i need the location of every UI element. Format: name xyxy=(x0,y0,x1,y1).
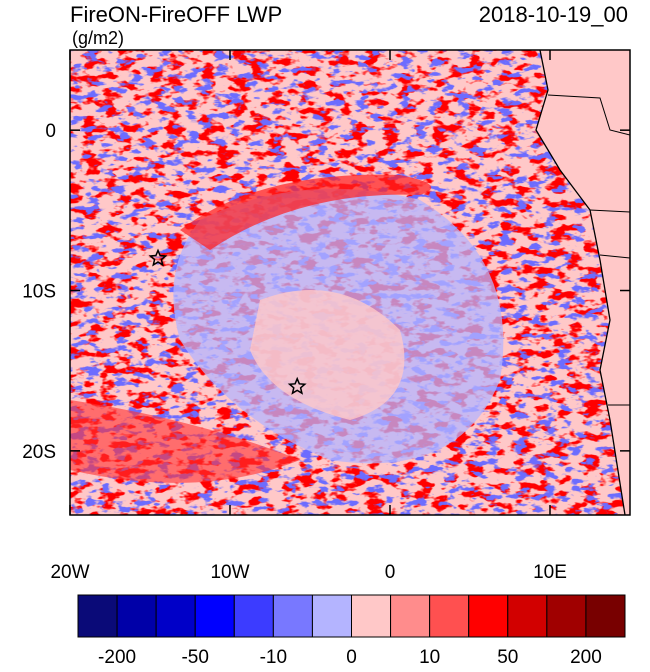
colorbar-box xyxy=(507,594,548,638)
y-tick-label: 10S xyxy=(22,282,56,303)
x-tick-label: 0 xyxy=(385,562,396,583)
colorbar-box xyxy=(194,594,235,638)
colorbar-box xyxy=(429,594,470,638)
site-marker xyxy=(287,376,307,395)
x-tick-label: 20W xyxy=(50,562,89,583)
colorbar-label: 200 xyxy=(570,647,602,667)
colorbar-box xyxy=(585,594,626,638)
colorbar-box xyxy=(546,594,587,638)
title: FireON-FireOFF LWP xyxy=(70,2,282,27)
colorbar-label: 50 xyxy=(497,647,518,667)
x-tick-label: 10W xyxy=(210,562,249,583)
field-region xyxy=(180,174,432,250)
colorbar-label: -50 xyxy=(181,647,208,667)
units: (g/m2) xyxy=(72,28,124,48)
colorbar-box xyxy=(272,594,313,638)
right-title: 2018-10-19_00 xyxy=(479,2,628,27)
y-tick-label: 20S xyxy=(22,442,56,463)
colorbar-box xyxy=(311,594,352,638)
colorbar-label: -200 xyxy=(98,647,136,667)
colorbar-label: 10 xyxy=(419,647,440,667)
field-region xyxy=(70,400,300,483)
site-marker xyxy=(148,248,168,267)
field xyxy=(70,50,630,515)
x-tick-label: 10E xyxy=(533,562,567,583)
land xyxy=(536,50,630,515)
colorbar-box xyxy=(390,594,431,638)
colorbar-box xyxy=(468,594,509,638)
field-region xyxy=(250,290,405,420)
colorbar-label: 0 xyxy=(346,647,357,667)
y-tick-label: 0 xyxy=(45,121,56,142)
colorbar-box xyxy=(155,594,196,638)
colorbar-box xyxy=(351,594,392,638)
colorbar-box xyxy=(116,594,157,638)
borders xyxy=(547,94,630,406)
map-frame xyxy=(69,49,631,516)
coastline xyxy=(535,50,626,515)
colorbar-box xyxy=(77,594,118,638)
colorbar-box xyxy=(233,594,274,638)
colorbar-label: -10 xyxy=(260,647,287,667)
